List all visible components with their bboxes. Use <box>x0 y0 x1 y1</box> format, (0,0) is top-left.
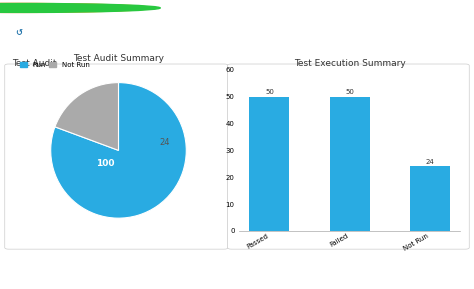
Bar <box>249 97 290 231</box>
Text: Tosca: Tosca <box>403 275 427 284</box>
Text: ISAP36-EH5: ISAP36-EH5 <box>34 275 84 284</box>
Wedge shape <box>51 83 186 218</box>
Circle shape <box>0 3 152 12</box>
Text: true: true <box>287 275 305 284</box>
Text: Test Integration: Test Integration <box>262 261 331 270</box>
Bar <box>410 166 450 231</box>
Circle shape <box>0 3 143 12</box>
Text: 20200101 to 20200815: 20200101 to 20200815 <box>128 275 227 284</box>
FancyBboxPatch shape <box>228 64 469 249</box>
Text: 24: 24 <box>425 159 434 165</box>
Legend: Run, Not Run: Run, Not Run <box>17 59 92 71</box>
Text: QA Date Range: QA Date Range <box>145 261 210 270</box>
Text: Test Audit: Test Audit <box>12 60 56 68</box>
Bar <box>329 97 370 231</box>
Text: 24: 24 <box>159 138 170 147</box>
Title: Test Audit Summary: Test Audit Summary <box>73 55 164 64</box>
Text: ↺: ↺ <box>16 28 22 37</box>
Text: LiveCompare - Smart DevOps: LiveCompare - Smart DevOps <box>40 27 195 38</box>
Title: Test Execution Summary: Test Execution Summary <box>294 59 405 68</box>
Circle shape <box>0 3 160 12</box>
FancyBboxPatch shape <box>5 64 228 249</box>
Text: Test Integration: Test Integration <box>380 261 449 270</box>
Text: QA System: QA System <box>36 261 82 270</box>
Wedge shape <box>55 83 118 150</box>
Text: 50: 50 <box>345 89 354 95</box>
Circle shape <box>0 22 171 43</box>
Text: 50: 50 <box>265 89 274 95</box>
Text: 100: 100 <box>96 160 114 168</box>
